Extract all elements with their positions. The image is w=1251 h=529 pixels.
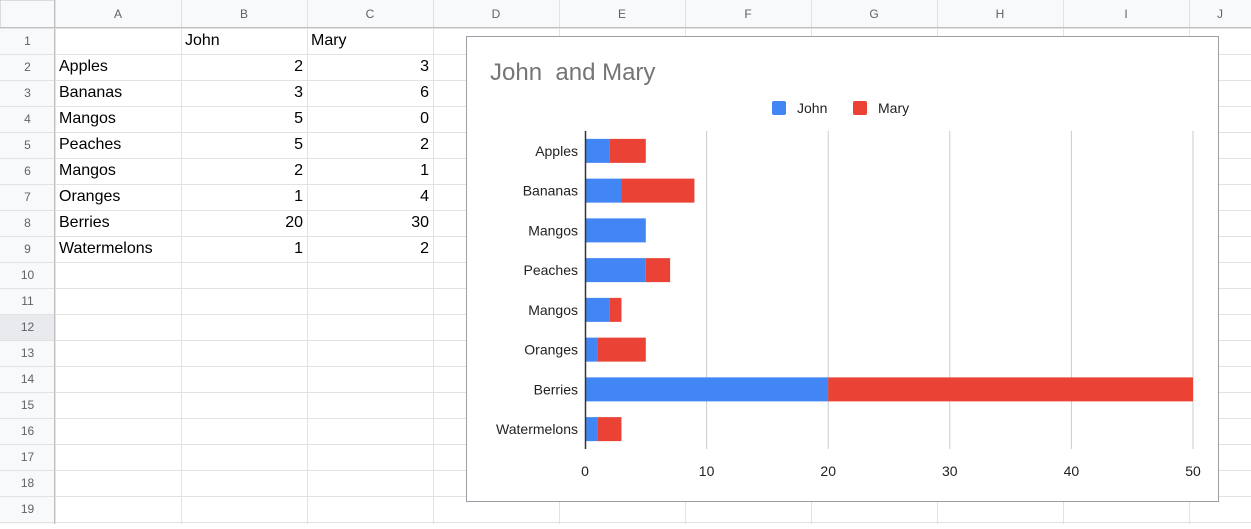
row-header-2[interactable]: 2 <box>24 60 31 74</box>
cell-b6[interactable]: 2 <box>294 162 303 179</box>
column-header-e[interactable]: E <box>617 7 626 21</box>
cell-c5[interactable]: 2 <box>420 136 429 153</box>
x-tick-label-10: 10 <box>699 463 715 479</box>
row-header-8[interactable]: 8 <box>24 216 31 230</box>
legend-swatch-john[interactable] <box>772 101 786 115</box>
cell-c6[interactable]: 1 <box>420 162 429 179</box>
bar-mary-6[interactable] <box>828 377 1193 402</box>
bar-john-6[interactable] <box>585 377 829 402</box>
column-header-g[interactable]: G <box>869 7 879 21</box>
cell-c7[interactable]: 4 <box>420 188 429 205</box>
bar-chart: John Mary Apples Bananas Mangos Peaches Mangos… <box>496 100 1201 479</box>
bar-mary-5[interactable] <box>597 337 646 362</box>
chart-panel[interactable]: John and Mary John Mary Apples Bananas Mango… <box>466 36 1219 502</box>
column-header-d[interactable]: D <box>491 7 501 21</box>
row-header-12[interactable]: 12 <box>20 320 35 334</box>
chart-title: John and Mary <box>490 59 656 86</box>
row-header-19[interactable]: 19 <box>20 502 35 516</box>
cell-c1[interactable]: Mary <box>311 32 347 49</box>
cell-a7[interactable]: Oranges <box>59 188 121 205</box>
category-label-2: Mangos <box>528 222 578 238</box>
bar-john-5[interactable] <box>585 337 598 362</box>
cell-c9[interactable]: 2 <box>420 240 429 257</box>
legend-label-mary: Mary <box>878 100 909 116</box>
category-label-4: Mangos <box>528 302 578 318</box>
x-tick-label-0: 0 <box>581 463 589 479</box>
cell-b7[interactable]: 1 <box>294 188 303 205</box>
cell-c8[interactable]: 30 <box>411 214 429 231</box>
row-header-4[interactable]: 4 <box>24 112 31 126</box>
cell-c3[interactable]: 6 <box>420 84 429 101</box>
column-header-a[interactable]: A <box>113 7 122 21</box>
bar-john-0[interactable] <box>585 138 610 163</box>
row-header-11[interactable]: 11 <box>21 294 34 308</box>
cell-b5[interactable]: 5 <box>294 136 303 153</box>
bar-mary-0[interactable] <box>609 138 646 163</box>
column-header-f[interactable]: F <box>744 7 752 21</box>
category-label-3: Peaches <box>524 262 578 278</box>
row-header-10[interactable]: 10 <box>20 268 35 282</box>
cell-a9[interactable]: Watermelons <box>59 240 153 257</box>
row-header-7[interactable]: 7 <box>24 190 31 204</box>
column-header-i[interactable]: I <box>1124 7 1128 21</box>
cell-a4[interactable]: Mangos <box>59 110 116 127</box>
category-label-1: Bananas <box>523 183 578 199</box>
bar-mary-7[interactable] <box>597 417 622 442</box>
cell-a8[interactable]: Berries <box>59 214 110 231</box>
column-header-b[interactable]: B <box>239 7 248 21</box>
bar-mary-1[interactable] <box>621 178 695 203</box>
row-header-1[interactable]: 1 <box>24 34 31 48</box>
cell-a5[interactable]: Peaches <box>59 136 122 153</box>
category-label-7: Watermelons <box>496 421 578 437</box>
column-header-c[interactable]: C <box>365 7 375 21</box>
category-label-5: Oranges <box>524 342 578 358</box>
bar-john-2[interactable] <box>585 218 646 243</box>
row-header-9[interactable]: 9 <box>24 242 31 256</box>
cell-c2[interactable]: 3 <box>420 58 429 75</box>
legend-label-john: John <box>797 100 827 116</box>
row-header-15[interactable]: 15 <box>20 398 35 412</box>
legend-swatch-mary[interactable] <box>853 101 867 115</box>
row-header-3[interactable]: 3 <box>24 86 31 100</box>
x-tick-label-40: 40 <box>1064 463 1080 479</box>
row-header-5[interactable]: 5 <box>24 138 31 152</box>
cell-a3[interactable]: Bananas <box>59 84 123 101</box>
bar-john-4[interactable] <box>585 297 610 322</box>
row-header-14[interactable]: 14 <box>20 372 35 386</box>
row-header-17[interactable]: 17 <box>20 450 35 464</box>
x-tick-label-30: 30 <box>942 463 958 479</box>
bar-mary-4[interactable] <box>609 297 622 322</box>
cell-b2[interactable]: 2 <box>294 58 303 75</box>
cell-b9[interactable]: 1 <box>294 240 303 257</box>
cell-b1[interactable]: John <box>185 32 220 49</box>
cell-b4[interactable]: 5 <box>294 110 303 127</box>
category-label-6: Berries <box>534 381 578 397</box>
column-header-j[interactable]: J <box>1217 7 1223 21</box>
row-header-6[interactable]: 6 <box>24 164 31 178</box>
cell-b3[interactable]: 3 <box>294 84 303 101</box>
x-tick-label-20: 20 <box>820 463 836 479</box>
category-label-0: Apples <box>535 143 578 159</box>
column-header-h[interactable]: H <box>995 7 1005 21</box>
row-header-16[interactable]: 16 <box>20 424 35 438</box>
bar-mary-3[interactable] <box>645 258 671 283</box>
x-tick-label-50: 50 <box>1185 463 1201 479</box>
cell-c4[interactable]: 0 <box>420 110 429 127</box>
row-header-13[interactable]: 13 <box>20 346 35 360</box>
cell-a2[interactable]: Apples <box>59 58 108 75</box>
row-header-18[interactable]: 18 <box>20 476 35 490</box>
cell-a6[interactable]: Mangos <box>59 162 116 179</box>
cell-b8[interactable]: 20 <box>285 214 303 231</box>
bar-john-1[interactable] <box>585 178 622 203</box>
bar-john-7[interactable] <box>585 417 598 442</box>
bar-john-3[interactable] <box>585 258 646 283</box>
